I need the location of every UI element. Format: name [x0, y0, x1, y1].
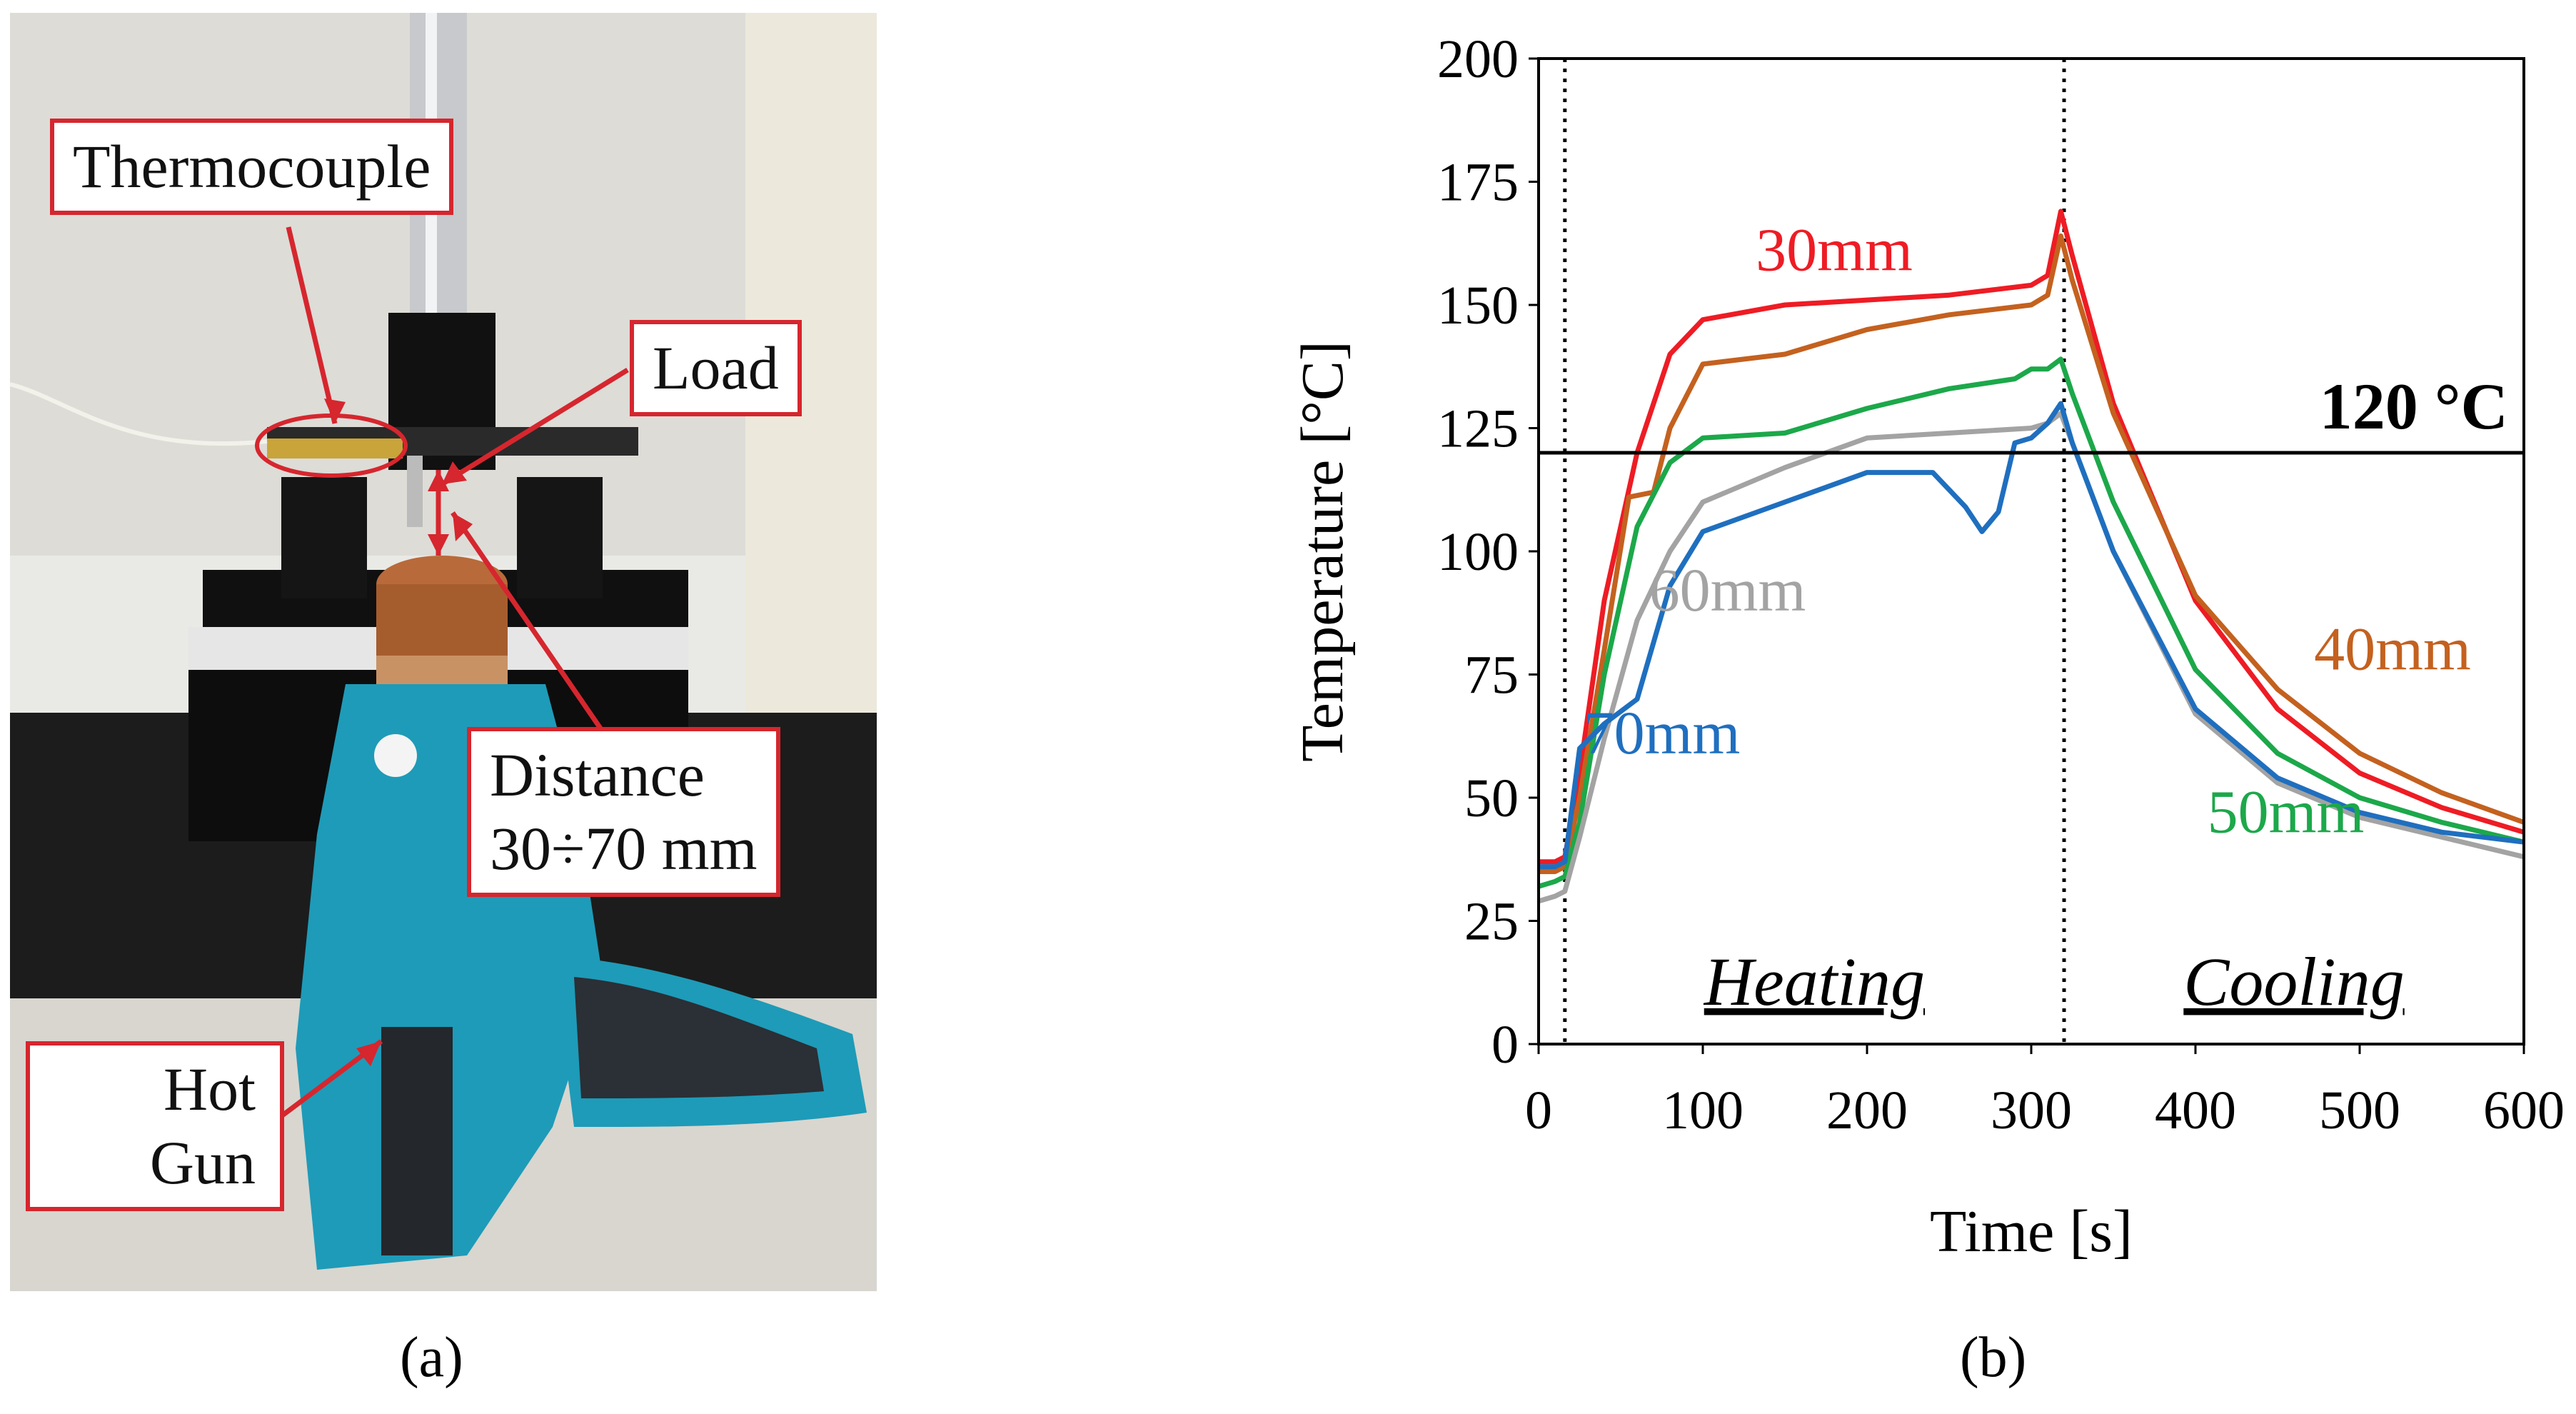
- axes: 0 25 50 75 100 125 150 175 200 0 100 200 300 400 500 60…: [1289, 29, 2565, 1265]
- series-label-50mm: 50mm: [2208, 777, 2365, 846]
- y-axis-title: Temperature [°C]: [1289, 341, 1356, 762]
- distance-label-line1: Distance: [490, 741, 705, 809]
- x-axis-title: Time [s]: [1930, 1198, 2133, 1265]
- series-label-60mm: 60mm: [1649, 556, 1806, 624]
- plot-frame: [1537, 57, 2525, 1046]
- series-line-70mm: [1539, 401, 2525, 870]
- load-callout: Load: [630, 320, 802, 417]
- series-line-60mm: [1537, 411, 2525, 904]
- y-tick-label: 25: [1464, 892, 1519, 952]
- reference-lines: [1563, 59, 2066, 1044]
- distance-label-line2: 30÷70 mm: [490, 814, 758, 883]
- series-label-40mm: 40mm: [2314, 615, 2471, 683]
- series-line-30mm: [1539, 209, 2525, 865]
- load-label: Load: [653, 334, 779, 402]
- heating-phase-label: Heating: [1703, 943, 1925, 1020]
- hot-gun-label-line2: Gun: [149, 1128, 256, 1198]
- thermocouple-label: Thermocouple: [73, 132, 431, 201]
- x-tick-label: 200: [1826, 1080, 1908, 1140]
- chart-panel: 0 25 50 75 100 125 150 175 200 0 100 200 300 400 500 60…: [1214, 0, 2576, 1410]
- x-tick-label: 300: [1991, 1080, 2072, 1140]
- y-tick-label: 150: [1437, 276, 1519, 336]
- threshold-label: 120 °C: [2320, 370, 2508, 443]
- x-tick-label: 0: [1525, 1080, 1552, 1140]
- series-line-40mm: [1539, 233, 2525, 874]
- x-tick-label: 600: [2483, 1080, 2565, 1140]
- y-tick-label: 125: [1437, 399, 1519, 459]
- cooling-phase-label: Cooling: [2183, 943, 2404, 1020]
- distance-callout: Distance 30÷70 mm: [467, 727, 780, 898]
- panel-label-a: (a): [400, 1326, 463, 1389]
- hot-gun-callout: Hot Gun: [26, 1041, 284, 1212]
- series-label-30mm: 30mm: [1756, 216, 1913, 284]
- hot-gun-label-line1: Hot: [163, 1055, 256, 1123]
- annotations: 120 °C Heating Cooling 30mm 40mm 50mm 60mm 70mm: [1584, 216, 2508, 1020]
- photo-panel: Thermocouple Load Distance 30÷70 mm Hot …: [9, 13, 877, 1291]
- x-tick-label: 100: [1662, 1080, 1744, 1140]
- y-tick-label: 100: [1437, 522, 1519, 582]
- y-tick-label: 0: [1491, 1015, 1519, 1075]
- x-tick-label: 500: [2319, 1080, 2400, 1140]
- y-tick-label: 200: [1437, 29, 1519, 89]
- y-tick-label: 175: [1437, 153, 1519, 213]
- series-line-50mm: [1537, 356, 2525, 889]
- series-layer: [1537, 209, 2525, 904]
- thermocouple-callout: Thermocouple: [50, 119, 454, 216]
- temperature-chart: 0 25 50 75 100 125 150 175 200 0 100 200 300 400 500 60…: [1289, 29, 2565, 1265]
- series-label-70mm: 70mm: [1584, 698, 1741, 767]
- y-tick-label: 75: [1464, 646, 1519, 706]
- y-tick-label: 50: [1464, 768, 1519, 828]
- panel-label-b: (b): [1960, 1326, 2027, 1389]
- x-tick-label: 400: [2155, 1080, 2236, 1140]
